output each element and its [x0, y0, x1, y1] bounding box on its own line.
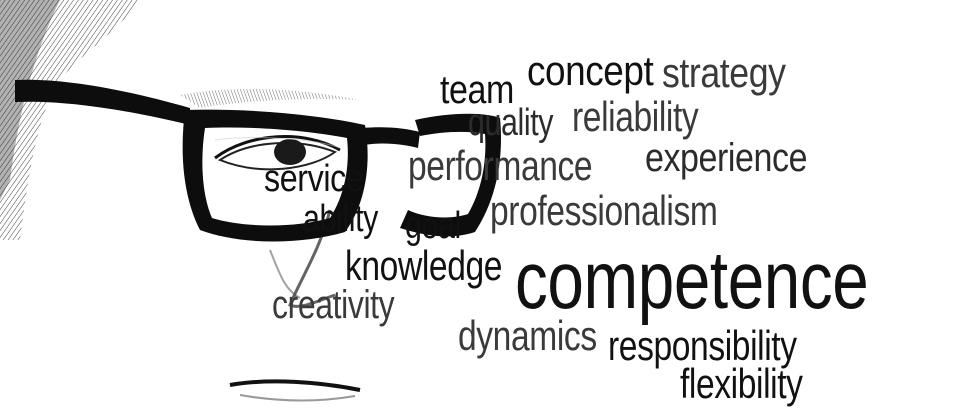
word-flexibility: flexibility [680, 360, 803, 407]
word-creativity: creativity [272, 283, 395, 327]
word-professionalism: professionalism [490, 187, 718, 234]
hair-shading [0, 0, 140, 240]
word-strategy: strategy [662, 49, 786, 96]
word-competence: competence [515, 235, 869, 326]
eyebrow [180, 88, 360, 108]
word-reliability: reliability [572, 93, 699, 140]
glasses [15, 79, 501, 242]
eye [214, 135, 341, 171]
word-concept: concept [527, 47, 654, 94]
word-dynamics: dynamics [458, 312, 597, 359]
word-goal: goal [405, 205, 461, 247]
mouth [229, 379, 361, 402]
word-service: service [264, 158, 364, 200]
word-team: team [440, 68, 514, 112]
word-quality: quality [468, 102, 554, 144]
word-responsibility: responsibility [608, 322, 797, 369]
word-experience: experience [645, 136, 808, 180]
nose-shading [288, 209, 336, 308]
word-ability: ability [303, 198, 378, 240]
word-performance: performance [408, 142, 593, 189]
word-knowledge: knowledge [345, 242, 503, 289]
